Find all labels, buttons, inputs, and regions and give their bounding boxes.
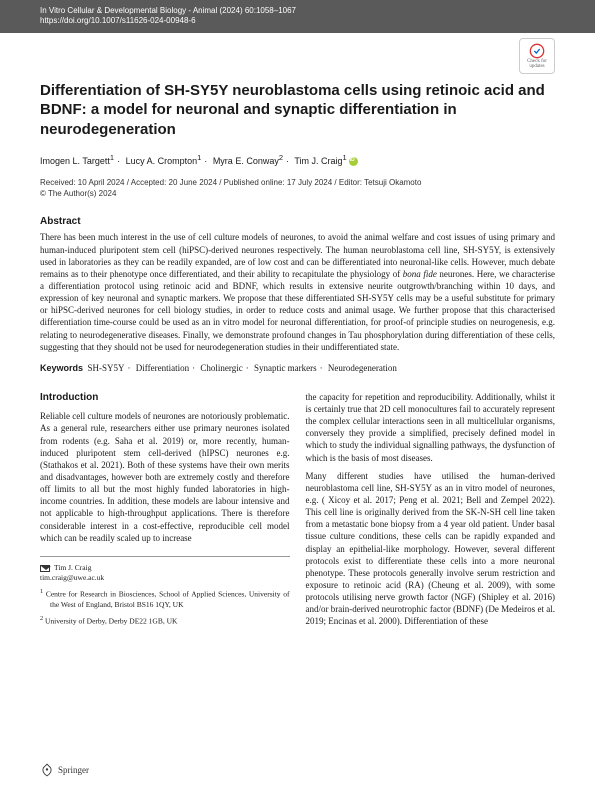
corr-name: Tim J. Craig — [54, 563, 91, 572]
affiliation-1: 1 Centre for Research in Biosciences, Sc… — [40, 588, 290, 609]
publisher-logo: Springer — [40, 763, 89, 777]
intro-p3: Many different studies have utilised the… — [306, 470, 556, 628]
article-title: Differentiation of SH-SY5Y neuroblastoma… — [40, 81, 555, 140]
journal-name: In Vitro Cellular & Developmental Biolog… — [40, 6, 555, 16]
body-columns: Introduction Reliable cell culture model… — [40, 391, 555, 634]
orcid-icon[interactable] — [349, 157, 358, 166]
keyword-4: Synaptic markers — [254, 363, 317, 373]
author-1: Imogen L. Targett — [40, 156, 110, 166]
author-4: Tim J. Craig — [294, 156, 342, 166]
authors-line: Imogen L. Targett1· Lucy A. Crompton1· M… — [40, 153, 555, 166]
copyright: © The Author(s) 2024 — [40, 189, 555, 198]
correspondence: Tim J. Craig tim.craig@uwe.ac.uk — [40, 556, 290, 583]
keyword-5: Neurodegeneration — [328, 363, 397, 373]
keywords: Keywords SH-SY5Y· Differentiation· Choli… — [40, 363, 555, 373]
keyword-1: SH-SY5Y — [88, 363, 125, 373]
badge-text2: updates — [529, 64, 544, 69]
intro-p2: the capacity for repetition and reproduc… — [306, 391, 556, 464]
springer-icon — [40, 763, 54, 777]
right-column: the capacity for repetition and reproduc… — [306, 391, 556, 634]
check-updates-badge[interactable]: Check for updates — [519, 38, 555, 74]
intro-p1: Reliable cell culture models of neurones… — [40, 410, 290, 544]
author-3: Myra E. Conway — [213, 156, 279, 166]
keyword-3: Cholinergic — [200, 363, 242, 373]
abstract-body: There has been much interest in the use … — [40, 231, 555, 352]
article-dates: Received: 10 April 2024 / Accepted: 20 J… — [40, 178, 555, 187]
journal-header: In Vitro Cellular & Developmental Biolog… — [0, 0, 595, 33]
author-2: Lucy A. Crompton — [126, 156, 198, 166]
keywords-label: Keywords — [40, 363, 83, 373]
intro-heading: Introduction — [40, 391, 290, 405]
affiliation-2: 2 University of Derby, Derby DE22 1GB, U… — [40, 615, 290, 626]
page-content: Differentiation of SH-SY5Y neuroblastoma… — [0, 33, 595, 654]
check-updates-icon — [529, 43, 545, 59]
keyword-2: Differentiation — [136, 363, 189, 373]
abstract-heading: Abstract — [40, 216, 555, 227]
envelope-icon — [40, 565, 50, 572]
corr-email: tim.craig@uwe.ac.uk — [40, 573, 104, 582]
left-column: Introduction Reliable cell culture model… — [40, 391, 290, 634]
doi: https://doi.org/10.1007/s11626-024-00948… — [40, 16, 555, 26]
publisher-name: Springer — [58, 765, 89, 775]
